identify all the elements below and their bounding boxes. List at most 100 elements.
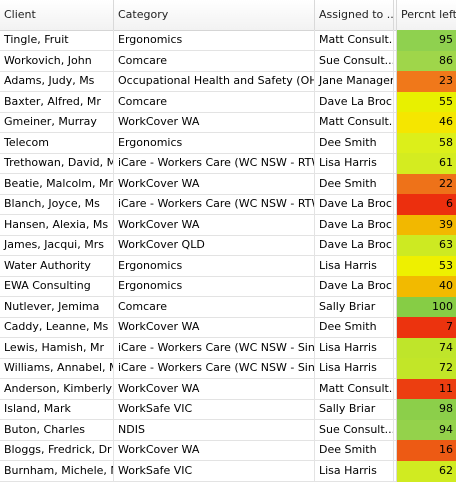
table-row[interactable]: Telecom Ergonomics Dee Smith 58 bbox=[0, 132, 456, 154]
category-cell: WorkCover WA bbox=[114, 378, 315, 400]
column-header-category[interactable]: Category bbox=[114, 0, 315, 30]
category-cell: Ergonomics bbox=[114, 255, 315, 277]
spacer-cell bbox=[394, 153, 397, 174]
percent-left-cell: 6 bbox=[397, 194, 456, 215]
spacer-cell bbox=[394, 30, 397, 51]
category-cell: Occupational Health and Safety (OH&S) bbox=[114, 71, 315, 92]
percent-left-cell: 86 bbox=[397, 50, 456, 72]
category-cell: WorkCover QLD bbox=[114, 235, 315, 256]
percent-left-cell: 94 bbox=[397, 419, 456, 441]
spacer-cell bbox=[394, 419, 397, 441]
spacer-cell bbox=[394, 358, 397, 379]
category-cell: WorkCover WA bbox=[114, 173, 315, 195]
table-row[interactable]: Bloggs, Fredrick, Dr WorkCover WA Dee Smit… bbox=[0, 440, 456, 461]
table-row[interactable]: Caddy, Leanne, Ms WorkCover WA Dee Smith 7 bbox=[0, 317, 456, 338]
table-row[interactable]: Gmeiner, Murray WorkCover WA Matt Consult.… bbox=[0, 112, 456, 133]
assigned-cell: Dee Smith bbox=[315, 173, 394, 195]
category-cell: Ergonomics bbox=[114, 30, 315, 51]
assigned-cell: Matt Consult... bbox=[315, 378, 394, 400]
table-row[interactable]: Hansen, Alexia, Ms WorkCover WA Dave La Br… bbox=[0, 214, 456, 236]
percent-left-cell: 58 bbox=[397, 132, 456, 154]
client-cell: James, Jacqui, Mrs bbox=[0, 235, 114, 256]
client-cell: Buton, Charles bbox=[0, 419, 114, 441]
column-header-percent-left[interactable]: Percnt left bbox=[401, 8, 456, 21]
category-cell: Comcare bbox=[114, 91, 315, 113]
table-row[interactable]: Water Authority Ergonomics Lisa Harris 53 bbox=[0, 255, 456, 277]
table-row[interactable]: Lewis, Hamish, Mr iCare - Workers Care (W… bbox=[0, 337, 456, 359]
assigned-cell: Sally Briar bbox=[315, 296, 394, 318]
spacer-cell bbox=[394, 440, 397, 461]
table-row[interactable]: Nutlever, Jemima Comcare Sally Briar 100 bbox=[0, 296, 456, 318]
client-cell: Bloggs, Fredrick, Dr bbox=[0, 440, 114, 461]
category-cell: iCare - Workers Care (WC NSW - Singl... bbox=[114, 337, 315, 359]
client-cell: Baxter, Alfred, Mr bbox=[0, 91, 114, 113]
table-row[interactable]: Beatie, Malcolm, Mr WorkCover WA Dee Smith… bbox=[0, 173, 456, 195]
grid-header: Client Category Assigned to ... Percnt l… bbox=[0, 0, 456, 31]
category-cell: Comcare bbox=[114, 296, 315, 318]
client-cell: Nutlever, Jemima bbox=[0, 296, 114, 318]
assigned-cell: Lisa Harris bbox=[315, 153, 394, 174]
table-row[interactable]: Workovich, John Comcare Sue Consult... 86 bbox=[0, 50, 456, 72]
category-cell: WorkCover WA bbox=[114, 317, 315, 338]
assigned-cell: Lisa Harris bbox=[315, 337, 394, 359]
assigned-cell: Lisa Harris bbox=[315, 358, 394, 379]
assigned-cell: Dave La Brock bbox=[315, 276, 394, 297]
table-row[interactable]: Anderson, Kimberly,... WorkCover WA Matt C… bbox=[0, 378, 456, 400]
client-cell: Lewis, Hamish, Mr bbox=[0, 337, 114, 359]
table-row[interactable]: EWA Consulting Ergonomics Dave La Brock 40 bbox=[0, 276, 456, 297]
table-row[interactable]: Buton, Charles NDIS Sue Consult... 94 bbox=[0, 419, 456, 441]
table-row[interactable]: James, Jacqui, Mrs WorkCover QLD Dave La B… bbox=[0, 235, 456, 256]
spacer-cell bbox=[394, 399, 397, 420]
category-cell: NDIS bbox=[114, 419, 315, 441]
assigned-cell: Dave La Brock bbox=[315, 235, 394, 256]
assigned-cell: Matt Consult... bbox=[315, 30, 394, 51]
category-cell: WorkCover WA bbox=[114, 440, 315, 461]
percent-left-cell: 46 bbox=[397, 112, 456, 133]
category-cell: Ergonomics bbox=[114, 132, 315, 154]
table-row[interactable]: Blanch, Joyce, Ms iCare - Workers Care (W… bbox=[0, 194, 456, 215]
table-row[interactable]: Island, Mark WorkSafe VIC Sally Briar 98 bbox=[0, 399, 456, 420]
spacer-cell bbox=[394, 132, 397, 154]
assigned-cell: Jane Manager bbox=[315, 71, 394, 92]
category-cell: WorkSafe VIC bbox=[114, 399, 315, 420]
client-cell: EWA Consulting bbox=[0, 276, 114, 297]
client-cell: Hansen, Alexia, Ms bbox=[0, 214, 114, 236]
assigned-cell: Dave La Brock bbox=[315, 214, 394, 236]
table-row[interactable]: Trethowan, David, Mr iCare - Workers Care… bbox=[0, 153, 456, 174]
client-cell: Telecom bbox=[0, 132, 114, 154]
spacer-cell bbox=[394, 173, 397, 195]
column-header-client[interactable]: Client bbox=[0, 0, 114, 30]
client-cell: Tingle, Fruit bbox=[0, 30, 114, 51]
table-row[interactable]: Williams, Annabel, Ms iCare - Workers Car… bbox=[0, 358, 456, 379]
category-cell: iCare - Workers Care (WC NSW - RTW... bbox=[114, 153, 315, 174]
spacer-cell bbox=[394, 194, 397, 215]
column-separator[interactable] bbox=[394, 0, 397, 30]
table-row[interactable]: Baxter, Alfred, Mr Comcare Dave La Brock 55 bbox=[0, 91, 456, 113]
percent-left-cell: 61 bbox=[397, 153, 456, 174]
percent-left-cell: 11 bbox=[397, 378, 456, 400]
client-cell: Williams, Annabel, Ms bbox=[0, 358, 114, 379]
category-cell: Ergonomics bbox=[114, 276, 315, 297]
client-cell: Burnham, Michele, Mrs bbox=[0, 460, 114, 482]
percent-left-cell: 98 bbox=[397, 399, 456, 420]
table-row[interactable]: Adams, Judy, Ms Occupational Health and S… bbox=[0, 71, 456, 92]
spacer-cell bbox=[394, 71, 397, 92]
category-cell: iCare - Workers Care (WC NSW - Singl... bbox=[114, 358, 315, 379]
percent-left-cell: 23 bbox=[397, 71, 456, 92]
client-cell: Island, Mark bbox=[0, 399, 114, 420]
assigned-cell: Dave La Brock bbox=[315, 91, 394, 113]
spacer-cell bbox=[394, 276, 397, 297]
column-header-assigned[interactable]: Assigned to ... bbox=[315, 0, 394, 30]
percent-left-cell: 62 bbox=[397, 460, 456, 482]
percent-left-cell: 39 bbox=[397, 214, 456, 236]
category-cell: WorkSafe VIC bbox=[114, 460, 315, 482]
spacer-cell bbox=[394, 91, 397, 113]
spacer-cell bbox=[394, 112, 397, 133]
assigned-cell: Dee Smith bbox=[315, 132, 394, 154]
table-row[interactable]: Tingle, Fruit Ergonomics Matt Consult... 95 bbox=[0, 30, 456, 51]
client-cell: Water Authority bbox=[0, 255, 114, 277]
percent-left-cell: 95 bbox=[397, 30, 456, 51]
assigned-cell: Lisa Harris bbox=[315, 460, 394, 482]
